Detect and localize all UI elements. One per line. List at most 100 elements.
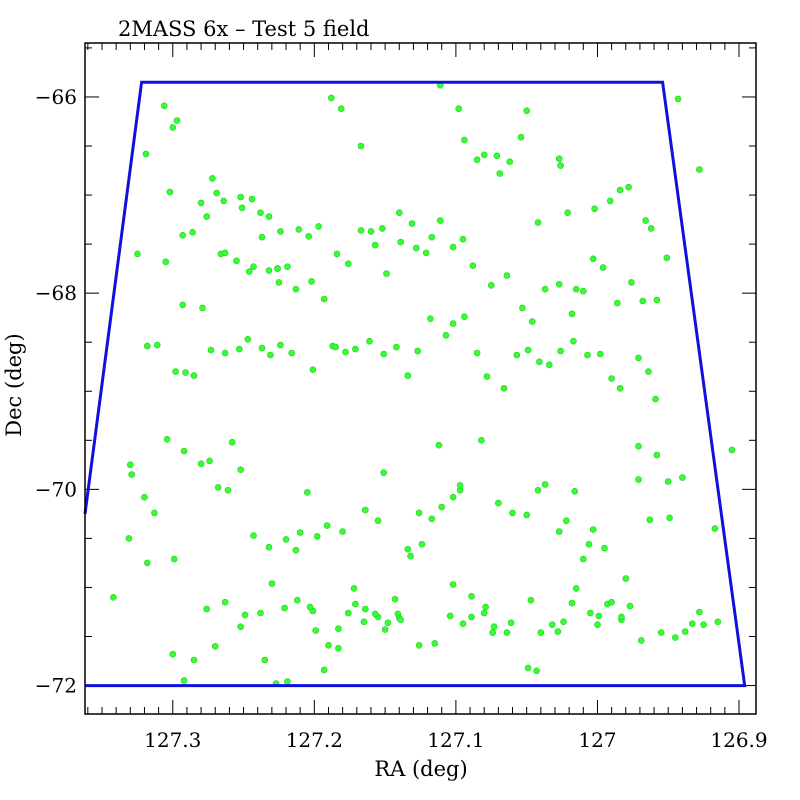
data-point xyxy=(652,395,659,403)
data-point xyxy=(308,278,315,285)
data-point xyxy=(277,228,284,235)
data-point xyxy=(572,285,580,293)
data-point xyxy=(645,368,652,375)
data-point xyxy=(449,493,457,501)
data-point xyxy=(681,628,689,635)
data-point xyxy=(517,133,525,141)
data-point xyxy=(608,598,615,606)
data-point xyxy=(357,227,365,234)
data-point xyxy=(220,197,227,205)
data-point xyxy=(711,525,719,532)
data-point xyxy=(110,593,117,601)
data-point xyxy=(361,506,369,514)
data-point xyxy=(456,482,464,489)
data-point xyxy=(258,233,266,241)
data-point xyxy=(151,509,158,517)
data-point xyxy=(461,313,468,321)
data-point xyxy=(674,95,682,103)
data-point xyxy=(172,368,179,375)
data-point xyxy=(361,605,369,613)
data-point xyxy=(214,484,222,491)
data-point xyxy=(284,678,291,685)
data-point xyxy=(653,451,661,459)
data-point xyxy=(601,544,608,552)
data-point xyxy=(397,238,405,246)
data-point xyxy=(496,170,504,177)
data-point xyxy=(555,528,563,535)
data-point xyxy=(265,267,273,274)
data-point xyxy=(596,350,604,358)
data-point xyxy=(442,331,450,339)
data-point xyxy=(557,347,564,355)
data-point xyxy=(646,516,654,524)
data-point xyxy=(127,461,134,469)
data-point xyxy=(523,107,531,114)
tick-labels: 127.3 127.2 127.1 127 126.9 −66 −68 −70 −72 xyxy=(35,85,768,752)
data-point xyxy=(647,225,655,232)
data-point xyxy=(275,279,283,286)
data-point xyxy=(265,213,273,220)
data-point xyxy=(407,552,414,560)
data-point xyxy=(323,522,331,529)
data-point xyxy=(415,641,423,649)
axis-ticks xyxy=(85,43,756,714)
data-point xyxy=(233,257,240,265)
data-point xyxy=(469,262,477,270)
data-point xyxy=(190,372,198,379)
data-point xyxy=(352,345,359,353)
data-point xyxy=(371,241,379,249)
data-point xyxy=(366,337,373,345)
data-point xyxy=(473,156,481,163)
data-point xyxy=(237,623,244,631)
data-point xyxy=(228,438,236,446)
data-point xyxy=(309,366,317,374)
data-point xyxy=(700,621,707,629)
data-point xyxy=(534,219,542,226)
data-point xyxy=(545,361,553,369)
data-point xyxy=(642,217,649,224)
data-point xyxy=(250,263,257,271)
data-point xyxy=(480,609,488,617)
data-point xyxy=(663,254,671,262)
data-point xyxy=(350,585,358,592)
data-point xyxy=(325,641,332,649)
data-point xyxy=(503,272,511,279)
data-point xyxy=(714,618,722,626)
data-point xyxy=(415,509,423,517)
data-point xyxy=(606,197,614,205)
data-point xyxy=(435,441,443,449)
data-point xyxy=(427,315,434,323)
data-point xyxy=(197,199,205,207)
data-point xyxy=(128,471,135,478)
data-point xyxy=(344,609,352,617)
data-point xyxy=(459,235,467,243)
data-point xyxy=(267,351,274,359)
data-point xyxy=(292,285,300,293)
data-point xyxy=(380,469,388,477)
data-point xyxy=(589,255,597,263)
data-point xyxy=(594,621,601,629)
data-point xyxy=(635,442,642,450)
data-point xyxy=(537,629,545,636)
data-point xyxy=(639,297,647,305)
data-point xyxy=(245,268,253,275)
data-point xyxy=(320,295,328,303)
data-point xyxy=(342,348,349,356)
data-point xyxy=(528,318,536,325)
data-point xyxy=(428,233,436,241)
data-point xyxy=(374,517,382,525)
field-boundary xyxy=(83,80,747,688)
data-point xyxy=(199,304,206,312)
data-point xyxy=(613,299,621,307)
data-point xyxy=(519,304,526,312)
data-point xyxy=(335,625,342,633)
data-point xyxy=(380,350,388,358)
data-point xyxy=(657,629,665,636)
data-point xyxy=(161,102,168,110)
data-point xyxy=(163,435,171,443)
data-point xyxy=(666,514,673,522)
x-tick-label: 127.3 xyxy=(144,728,201,752)
data-point xyxy=(306,603,314,611)
data-point xyxy=(585,540,593,548)
